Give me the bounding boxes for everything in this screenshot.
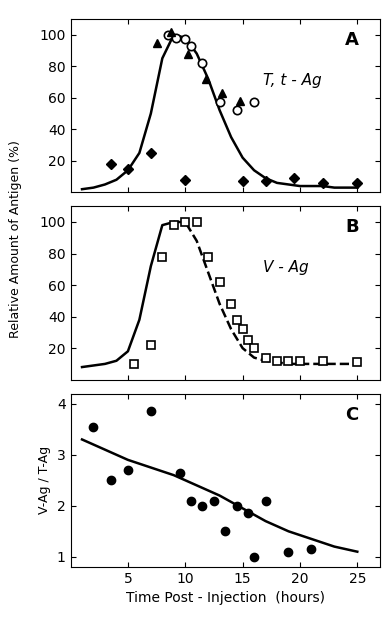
- Text: B: B: [345, 219, 359, 236]
- Text: Relative Amount of Antigen (%): Relative Amount of Antigen (%): [9, 140, 22, 338]
- Text: T, t - Ag: T, t - Ag: [263, 73, 321, 88]
- Text: A: A: [345, 31, 359, 49]
- Y-axis label: V-Ag / T-Ag: V-Ag / T-Ag: [38, 446, 51, 514]
- Text: C: C: [345, 406, 359, 424]
- Text: V - Ag: V - Ag: [263, 260, 308, 275]
- X-axis label: Time Post - Injection  (hours): Time Post - Injection (hours): [126, 592, 325, 605]
